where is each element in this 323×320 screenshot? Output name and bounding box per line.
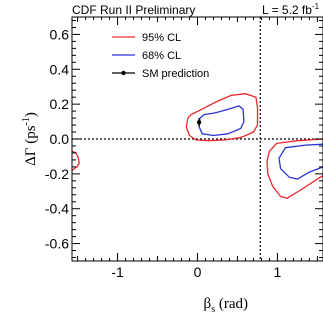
y-tick-label: 0.6 bbox=[50, 26, 70, 42]
contour-95-cl-0 bbox=[185, 93, 259, 142]
sm-prediction-marker bbox=[196, 120, 202, 125]
y-tick-label: -0.6 bbox=[45, 236, 69, 252]
legend-item-sm-prediction: SM prediction bbox=[112, 68, 209, 80]
svg-text:ΔΓ (ps-1): ΔΓ (ps-1) bbox=[21, 112, 39, 166]
y-axis-label-end: ) bbox=[23, 112, 39, 117]
plot-data-layer bbox=[72, 17, 323, 261]
y-tick-label: 0.4 bbox=[50, 61, 70, 77]
y-axis-label-main: ΔΓ (ps bbox=[23, 125, 39, 166]
x-tick-label: 0 bbox=[194, 264, 202, 280]
contour-95-cl-1 bbox=[266, 138, 323, 199]
header-right: L = 5.2 fb-1 bbox=[262, 2, 320, 17]
contour-68-cl-0 bbox=[198, 105, 245, 137]
legend-marker bbox=[121, 70, 126, 76]
x-axis-label: βs (rad) bbox=[204, 296, 248, 315]
plot-area: -1 0 1 0.6 0.4 0.2 0.0 -0.2 -0.4 -0.6 95% CL 68% CL… bbox=[45, 16, 323, 280]
header-left: CDF Run II Preliminary bbox=[72, 3, 195, 17]
contour-68-cl-1 bbox=[278, 143, 323, 180]
y-tick-label: -0.2 bbox=[45, 166, 69, 182]
y-tick-label: 0.2 bbox=[50, 96, 70, 112]
legend: 95% CL 68% CL SM prediction bbox=[112, 32, 209, 80]
legend-label: 68% CL bbox=[142, 50, 181, 62]
x-axis-label-main: β bbox=[204, 296, 212, 312]
legend-label: 95% CL bbox=[142, 32, 181, 44]
y-axis-label: ΔΓ (ps-1) bbox=[21, 112, 39, 166]
y-tick-label: -0.4 bbox=[45, 201, 69, 217]
y-tick-label: 0.0 bbox=[50, 131, 70, 147]
header-right-main: L = 5.2 fb bbox=[262, 3, 312, 17]
y-axis-label-sup: -1 bbox=[21, 117, 32, 125]
legend-item-68-cl: 68% CL bbox=[112, 50, 181, 62]
legend-label: SM prediction bbox=[142, 68, 209, 80]
header-right-sup: -1 bbox=[312, 2, 320, 11]
legend-item-95-cl: 95% CL bbox=[112, 32, 181, 44]
x-axis-label-sub: s bbox=[211, 304, 215, 315]
x-axis-label-end: (rad) bbox=[215, 296, 248, 312]
x-tick-label: 1 bbox=[274, 264, 282, 280]
x-tick-label: -1 bbox=[111, 264, 124, 280]
